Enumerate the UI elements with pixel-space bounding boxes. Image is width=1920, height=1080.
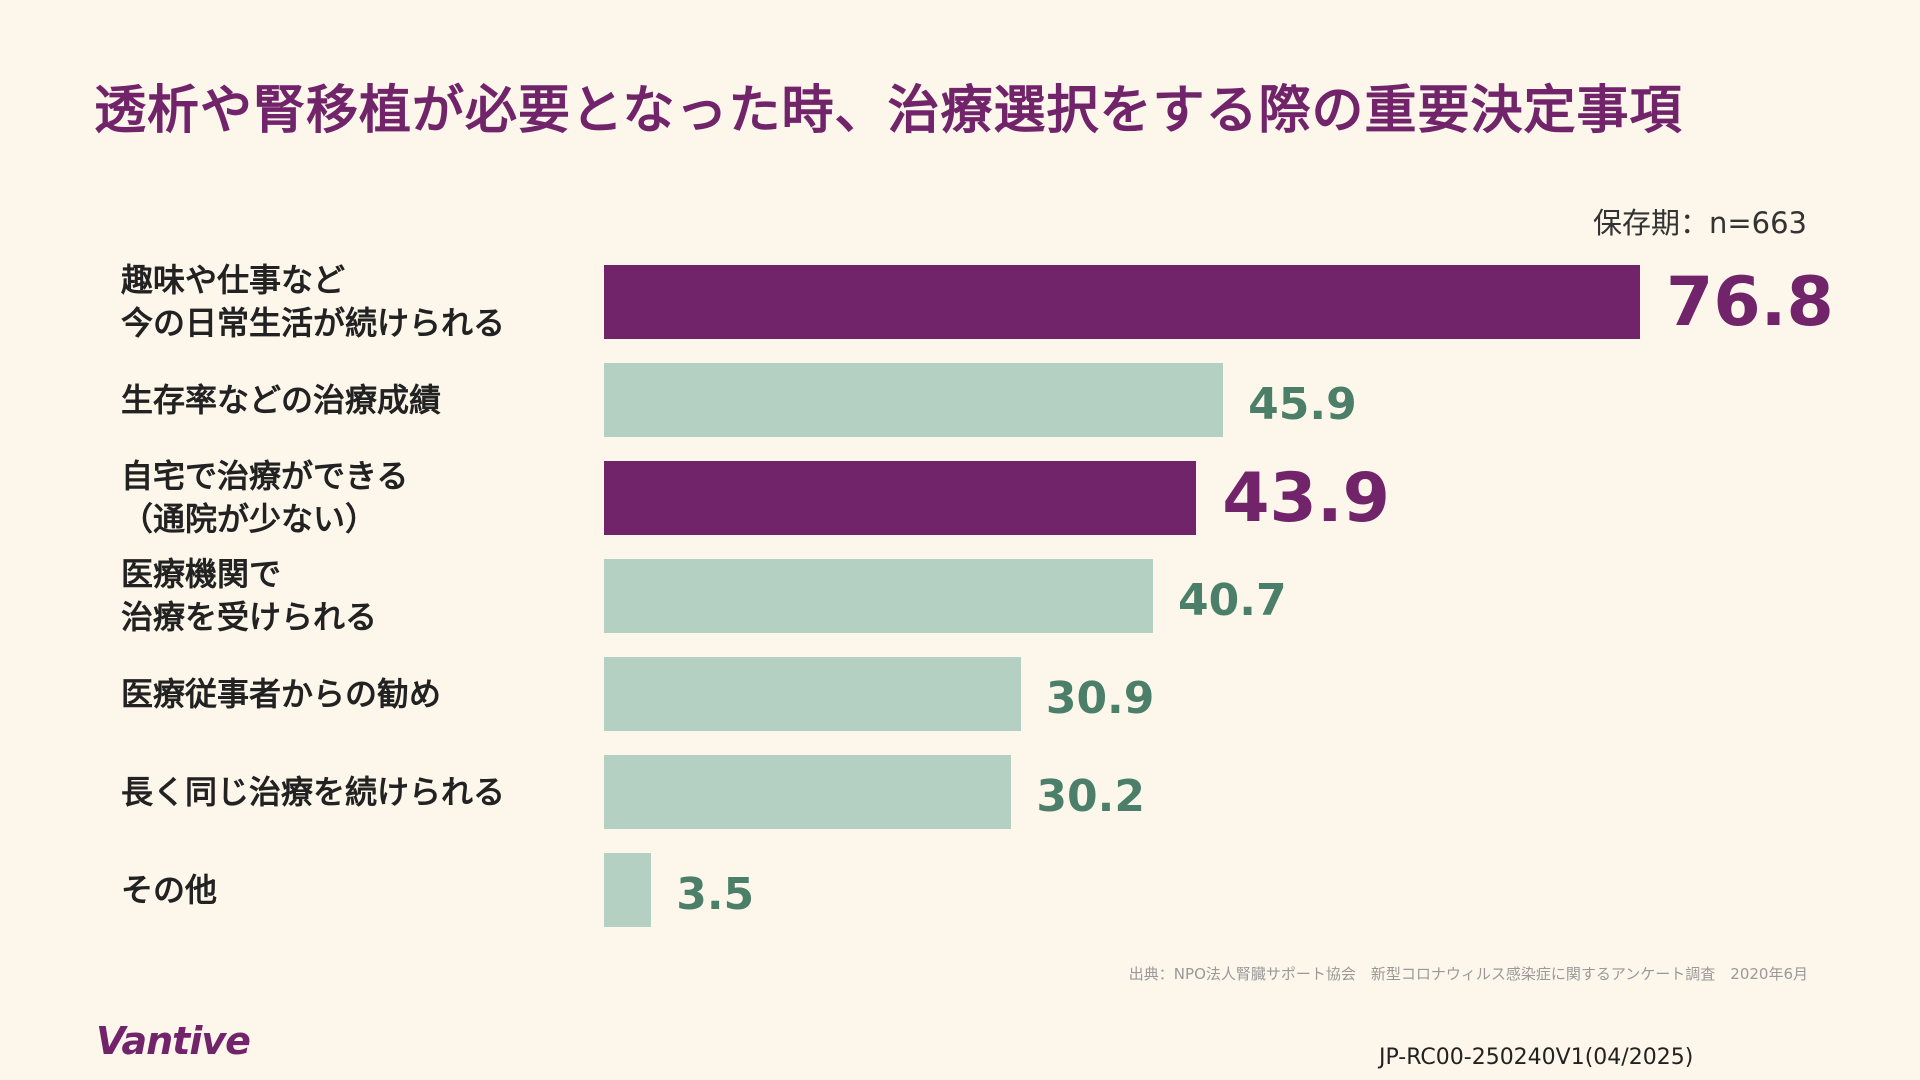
source-citation: 出典：NPO法人腎臓サポート協会 新型コロナウィルス感染症に関するアンケート調査…: [1128, 965, 1808, 983]
value-label: 76.8: [1666, 262, 1834, 342]
bar: [604, 853, 652, 927]
value-label: 43.9: [1222, 458, 1390, 538]
category-label: 長く同じ治療を続けられる: [121, 772, 506, 811]
bar: [604, 363, 1224, 437]
document-id: JP-RC00-250240V1(04/2025): [1379, 1045, 1694, 1070]
sample-size-note: 保存期：n=663: [1592, 206, 1807, 240]
value-label: 40.7: [1178, 574, 1287, 626]
category-label: 自宅で治療ができる （通院が少ない）: [121, 457, 409, 538]
bar: [604, 265, 1640, 339]
value-label: 45.9: [1248, 378, 1357, 430]
bar: [604, 657, 1021, 731]
value-label: 30.2: [1036, 770, 1145, 822]
value-label: 30.9: [1045, 672, 1155, 724]
bar: [604, 755, 1012, 829]
bar: [604, 559, 1154, 633]
vantive-logo: Vantive: [96, 1019, 251, 1063]
category-label: 医療機関で 治療を受けられる: [121, 555, 378, 636]
category-label: 医療従事者からの勧め: [121, 674, 442, 713]
category-label: 生存率などの治療成績: [121, 380, 442, 419]
value-label: 3.5: [676, 868, 755, 920]
category-label: 趣味や仕事など 今の日常生活が続けられる: [121, 261, 506, 342]
chart-title: 透析や腎移植が必要となった時、治療選択をする際の重要決定事項: [94, 81, 1683, 141]
bar: [604, 461, 1197, 535]
category-label: その他: [121, 870, 218, 909]
